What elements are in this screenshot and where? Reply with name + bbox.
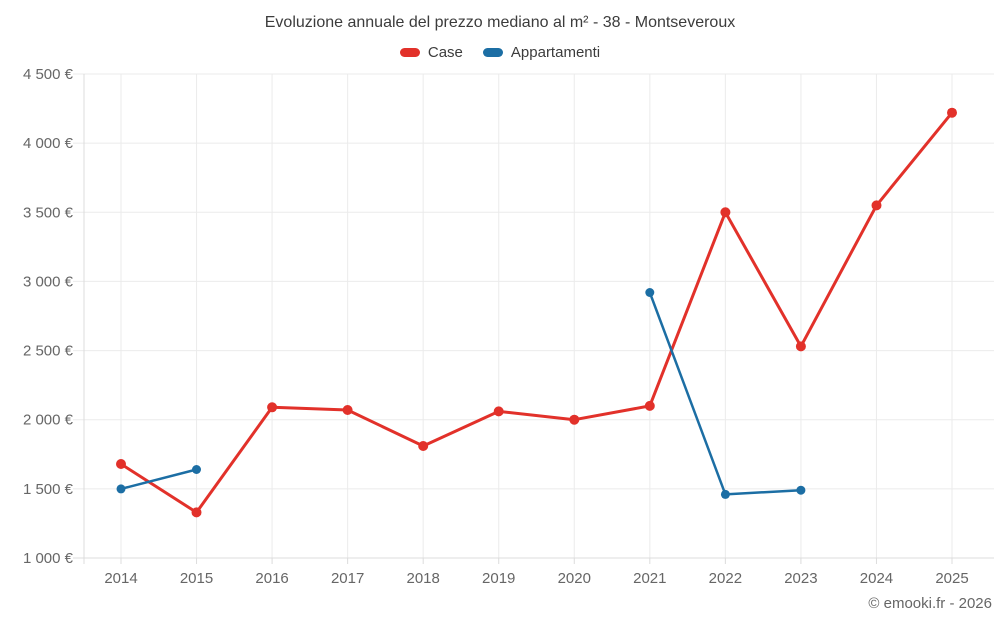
data-point-case-2023[interactable] [795, 341, 806, 352]
x-tick-label: 2017 [331, 570, 364, 587]
y-tick-label: 1 500 € [23, 481, 74, 498]
data-point-case-2021[interactable] [644, 400, 655, 411]
case-series-swatch-icon [399, 48, 420, 57]
copyright-text: © emooki.fr - 2026 [868, 595, 992, 612]
data-point-case-2022[interactable] [720, 207, 731, 218]
data-point-case-2017[interactable] [342, 405, 353, 415]
series-line-case [119, 111, 954, 514]
data-point-case-2024[interactable] [871, 200, 882, 211]
data-point-case-2019[interactable] [493, 406, 504, 417]
x-tick-label: 2021 [633, 570, 666, 587]
data-point-appartamenti-2023[interactable] [796, 485, 806, 495]
data-point-appartamenti-2014[interactable] [116, 484, 126, 494]
data-point-case-2015[interactable] [191, 507, 202, 518]
x-tick-label: 2015 [180, 570, 213, 587]
x-tick-label: 2014 [104, 570, 137, 587]
legend-label-appartamenti: Appartamenti [510, 44, 601, 61]
x-tick-label: 2023 [784, 570, 817, 587]
data-point-case-2025[interactable] [947, 107, 957, 118]
data-point-case-2018[interactable] [418, 441, 429, 451]
series-line-appartamenti [119, 291, 803, 496]
legend-item-case[interactable]: Case [399, 44, 463, 61]
y-tick-label: 2 500 € [23, 343, 74, 360]
data-point-appartamenti-2015[interactable] [192, 465, 201, 474]
legend-item-appartamenti[interactable]: Appartamenti [482, 44, 601, 61]
y-tick-label: 3 000 € [23, 273, 74, 290]
legend-label-case: Case [427, 44, 463, 61]
data-point-appartamenti-2021[interactable] [645, 288, 655, 297]
x-tick-label: 2022 [709, 570, 742, 587]
x-tick-label: 2025 [935, 570, 968, 587]
y-tick-label: 4 000 € [23, 135, 74, 152]
legend: Case Appartamenti [0, 44, 1000, 61]
appartamenti-series-swatch-icon [482, 48, 503, 57]
data-point-appartamenti-2022[interactable] [720, 489, 730, 499]
data-point-case-2020[interactable] [569, 414, 580, 425]
y-tick-label: 2 000 € [23, 412, 74, 429]
x-tick-label: 2018 [406, 570, 439, 587]
y-tick-label: 4 500 € [23, 66, 74, 83]
x-tick-label: 2024 [860, 570, 893, 587]
x-tick-label: 2016 [255, 570, 288, 587]
y-tick-label: 3 500 € [23, 204, 74, 221]
chart-title: Evoluzione annuale del prezzo mediano al… [264, 14, 736, 31]
x-tick-label: 2020 [558, 570, 591, 587]
data-point-case-2016[interactable] [267, 402, 278, 413]
y-tick-label: 1 000 € [23, 550, 74, 567]
data-point-case-2014[interactable] [116, 459, 126, 469]
x-tick-label: 2019 [482, 570, 515, 587]
